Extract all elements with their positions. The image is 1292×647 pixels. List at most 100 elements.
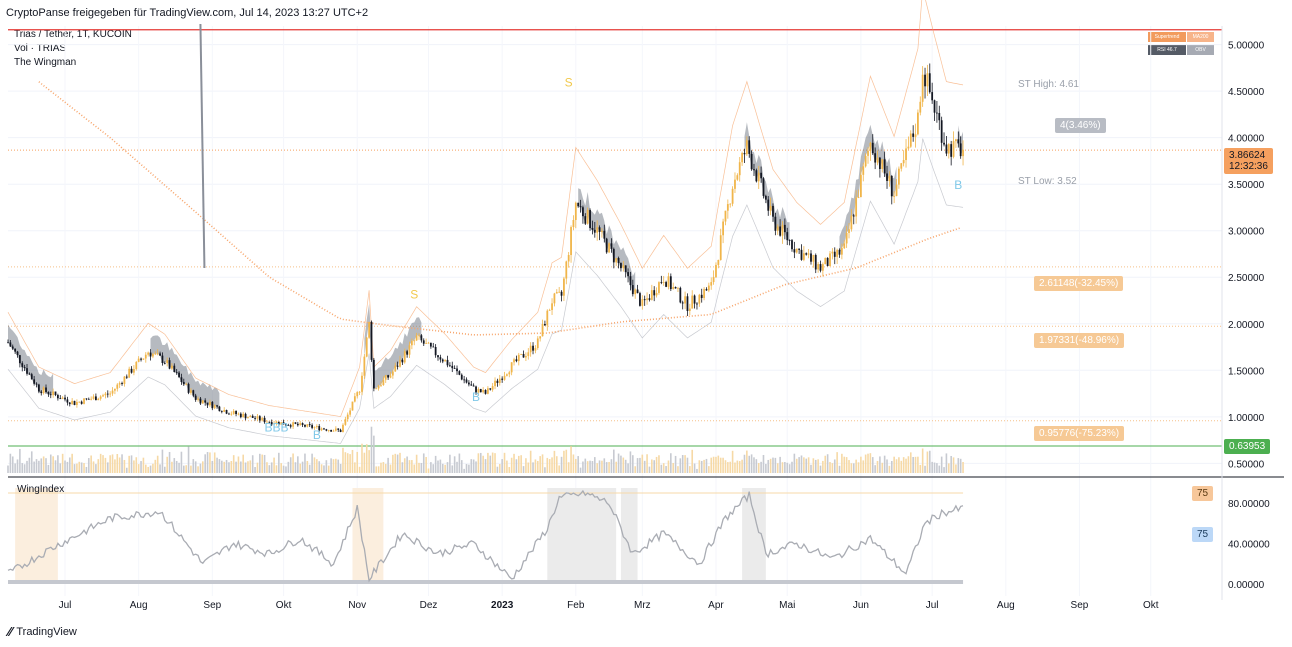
volume-bar-129 (313, 457, 316, 473)
candle-body-395 (945, 144, 948, 154)
volume-bar-375 (898, 457, 900, 473)
volume-bar-31 (80, 462, 83, 473)
volume-bar-176 (425, 456, 427, 473)
volume-bar-265 (636, 458, 639, 473)
volume-bar-175 (422, 453, 425, 473)
candle-body-338 (810, 253, 812, 262)
volume-bar-140 (339, 464, 342, 473)
wingindex-title[interactable]: WingIndex (17, 484, 65, 495)
candle-body-168 (406, 351, 409, 355)
obv-badge: OBV (1187, 45, 1214, 55)
candle-body-35 (90, 398, 93, 400)
candle-body-13 (37, 384, 40, 392)
volume-bar-54 (135, 457, 138, 473)
volume-bar-6 (21, 463, 24, 473)
candle-body-40 (102, 395, 104, 397)
candle-body-223 (536, 338, 539, 348)
candle-body-346 (829, 253, 831, 267)
candle-body-130 (315, 426, 318, 428)
candle-body-50 (125, 376, 128, 378)
legend-volume[interactable]: Vol · TRIAS (14, 43, 67, 54)
candle-body-350 (838, 249, 841, 255)
candle-body-278 (667, 276, 670, 287)
legend-indicator[interactable]: The Wingman (14, 57, 77, 68)
candle-body-20 (54, 391, 57, 396)
volume-bar-365 (874, 465, 876, 473)
volume-bar-139 (337, 459, 340, 473)
volume-bar-55 (137, 464, 140, 473)
volume-bar-44 (111, 454, 114, 473)
candle-body-127 (308, 424, 311, 426)
y-tick-label-8: 1.00000 (1228, 413, 1265, 424)
candle-body-366 (876, 157, 879, 163)
buy-signal-4: BBB (264, 421, 288, 435)
candle-body-203 (489, 388, 492, 390)
volume-bar-61 (152, 463, 154, 473)
volume-bar-91 (223, 461, 225, 473)
candle-body-166 (401, 359, 404, 363)
candle-body-201 (484, 390, 487, 394)
wing-high-zone-0 (547, 488, 617, 584)
candle-body-156 (377, 385, 380, 389)
candle-body-106 (258, 416, 261, 421)
x-tick-label-9: Apr (708, 600, 724, 611)
volume-bar-248 (596, 463, 598, 473)
candle-body-320 (767, 199, 770, 211)
volume-bar-327 (784, 462, 786, 473)
candle-body-45 (114, 388, 116, 391)
price-spike-line (199, 23, 206, 269)
volume-bar-297 (712, 456, 715, 473)
candle-body-67 (166, 360, 169, 363)
candle-body-188 (453, 368, 456, 369)
volume-bar-122 (297, 456, 299, 473)
volume-bar-243 (584, 458, 587, 473)
candle-body-116 (282, 422, 285, 425)
candle-body-376 (900, 163, 903, 169)
volume-bar-402 (962, 461, 964, 473)
candle-body-351 (840, 248, 843, 255)
candle-body-387 (926, 73, 929, 87)
volume-bar-319 (765, 463, 767, 473)
candle-body-305 (731, 188, 734, 204)
candle-body-385 (921, 74, 924, 102)
ma200-line (38, 81, 961, 336)
candle-body-334 (800, 249, 803, 260)
volume-bar-162 (392, 454, 394, 473)
volume-bar-18 (49, 454, 52, 473)
volume-bar-275 (660, 464, 663, 473)
candle-body-252 (605, 238, 608, 253)
candle-body-95 (232, 410, 235, 414)
candle-body-235 (565, 261, 568, 279)
volume-bar-356 (852, 463, 855, 473)
volume-bar-348 (833, 459, 836, 473)
x-tick-label-3: Okt (276, 600, 292, 611)
volume-bar-302 (724, 460, 727, 473)
volume-bar-255 (613, 449, 615, 473)
volume-bar-168 (406, 456, 408, 473)
candle-body-199 (479, 389, 482, 393)
volume-bar-134 (325, 460, 328, 473)
volume-bar-259 (622, 457, 625, 473)
supertrend-cloud-5 (839, 124, 897, 255)
volume-bar-385 (921, 448, 924, 473)
volume-bar-237 (570, 446, 572, 473)
volume-bar-98 (240, 461, 242, 473)
candle-body-276 (662, 282, 665, 283)
candle-body-324 (776, 226, 779, 231)
candle-body-332 (795, 248, 798, 253)
tradingview-logo[interactable]: ⁄⁄ TradingView (8, 624, 77, 639)
candle-body-176 (425, 343, 428, 344)
legend-symbol[interactable]: Trias / Tether, 1T, KUCOIN (14, 29, 132, 40)
volume-bar-170 (411, 460, 413, 473)
volume-bar-141 (342, 447, 344, 473)
candle-body-349 (836, 249, 839, 257)
volume-bar-10 (30, 451, 33, 473)
candle-body-275 (660, 282, 663, 283)
candle-body-11 (33, 379, 36, 384)
volume-bar-190 (458, 453, 461, 473)
candle-body-391 (936, 112, 938, 114)
volume-bar-214 (515, 459, 518, 473)
candle-body-236 (567, 255, 570, 262)
candle-body-181 (437, 355, 439, 358)
